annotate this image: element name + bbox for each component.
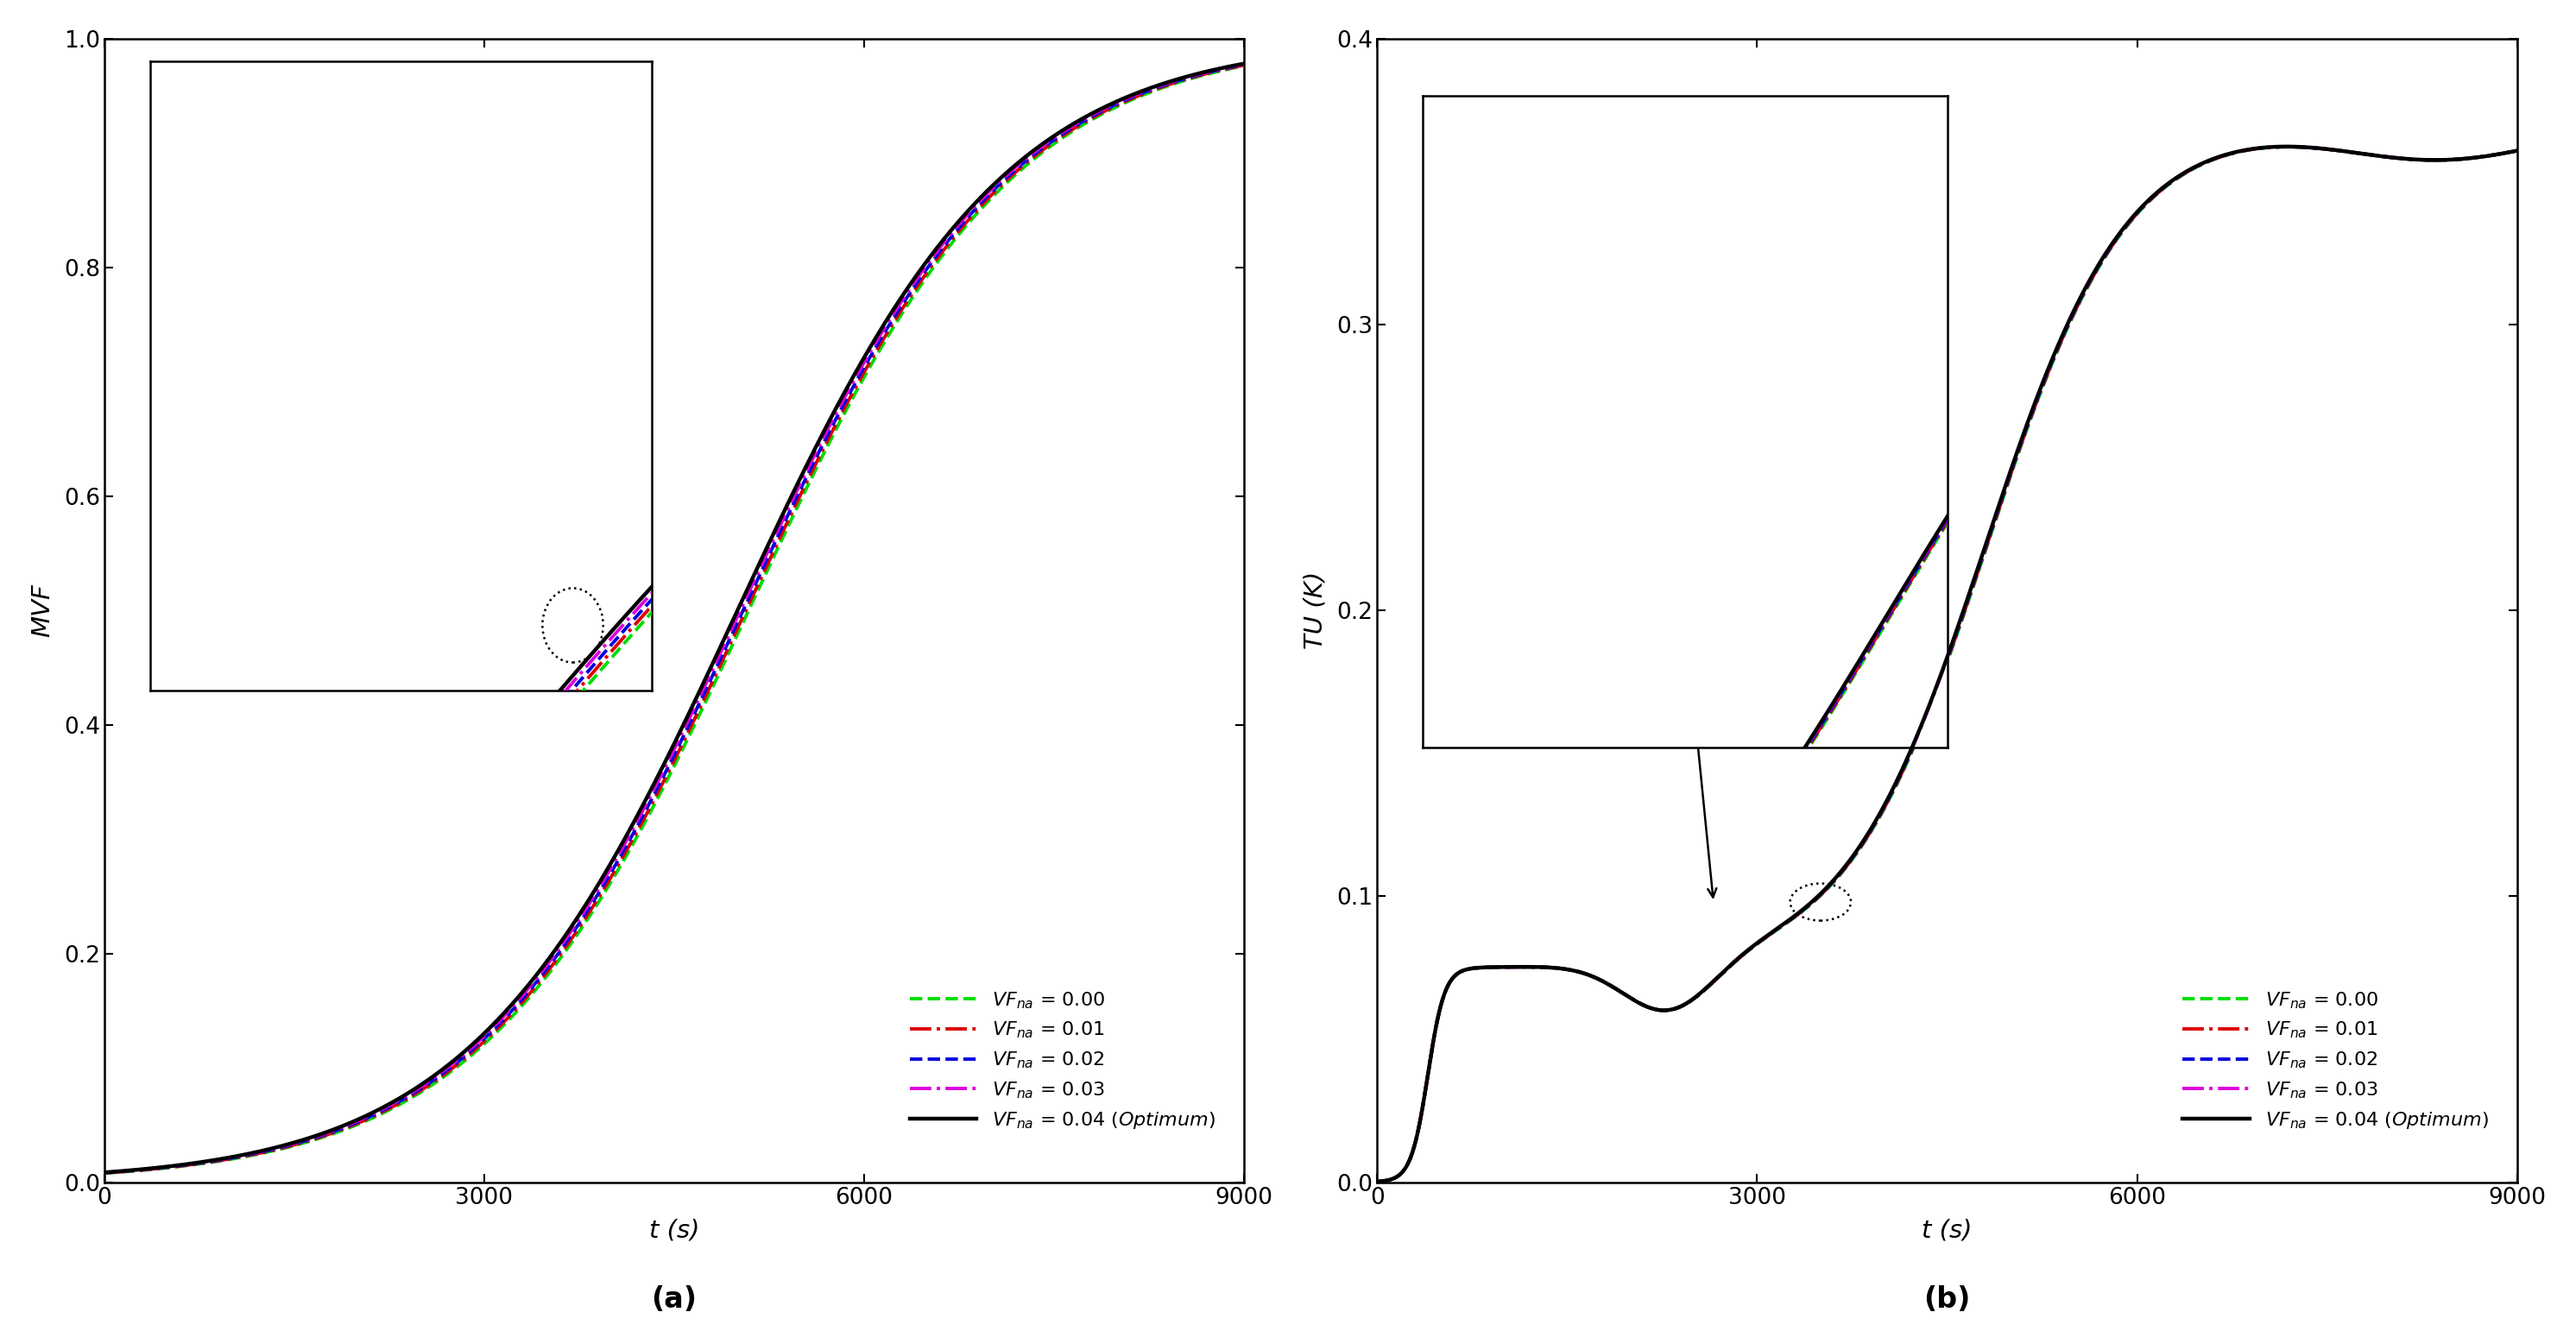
Legend: $\mathit{VF}_{na}$ = 0.00, $\mathit{VF}_{na}$ = 0.01, $\mathit{VF}_{na}$ = 0.02,: $\mathit{VF}_{na}$ = 0.00, $\mathit{VF}_…: [2174, 982, 2496, 1138]
X-axis label: t (s): t (s): [1922, 1218, 1973, 1243]
Text: (a): (a): [652, 1286, 698, 1314]
Text: (b): (b): [1924, 1286, 1971, 1314]
Y-axis label: MVF: MVF: [31, 584, 54, 638]
Y-axis label: TU (K): TU (K): [1303, 571, 1327, 650]
Legend: $\mathit{VF}_{na}$ = 0.00, $\mathit{VF}_{na}$ = 0.01, $\mathit{VF}_{na}$ = 0.02,: $\mathit{VF}_{na}$ = 0.00, $\mathit{VF}_…: [902, 982, 1224, 1138]
X-axis label: t (s): t (s): [649, 1218, 701, 1243]
